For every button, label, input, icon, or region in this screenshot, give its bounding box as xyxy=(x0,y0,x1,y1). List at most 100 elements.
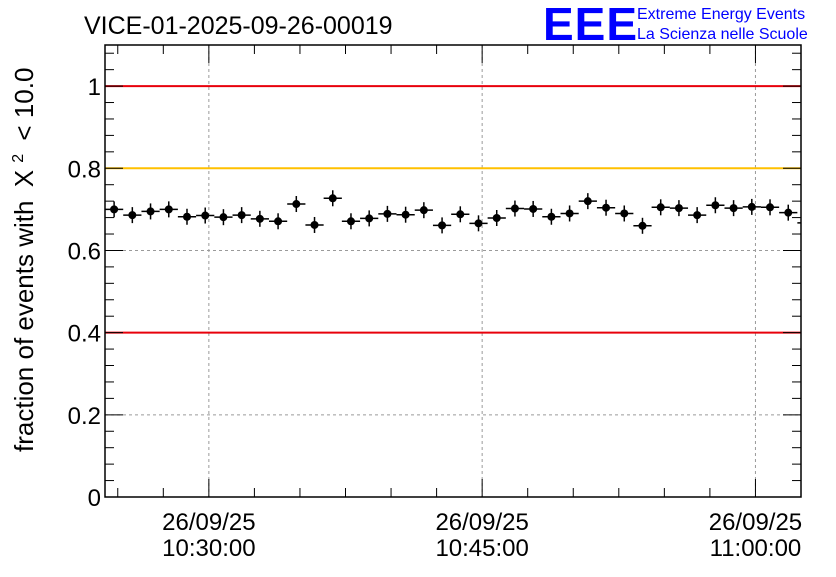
data-point xyxy=(414,202,433,219)
data-point xyxy=(323,190,342,207)
data-point-marker xyxy=(146,207,155,216)
data-point xyxy=(141,203,160,220)
data-point xyxy=(578,193,597,210)
data-point-marker xyxy=(784,208,793,217)
data-point-marker xyxy=(510,204,519,213)
data-point-marker xyxy=(201,211,210,220)
data-point-marker xyxy=(638,221,647,230)
data-point xyxy=(742,198,761,215)
data-point xyxy=(177,208,197,225)
data-point-marker xyxy=(419,206,428,215)
y-axis-label-suffix: < 10.0 xyxy=(9,68,39,141)
data-point xyxy=(305,216,324,233)
data-point xyxy=(542,208,561,225)
data-point-marker xyxy=(401,210,410,219)
data-point xyxy=(760,199,780,216)
y-axis-label-symbol: X xyxy=(9,170,39,187)
data-point-marker xyxy=(456,210,465,219)
data-point-marker xyxy=(328,194,337,203)
data-point xyxy=(651,199,670,216)
y-axis-label: fraction of events with X 2 < 10.0 xyxy=(0,68,39,452)
x-tick-label-0: 10:30:00 xyxy=(162,535,255,562)
x-tick-date-1: 26/09/25 xyxy=(435,509,528,536)
data-point xyxy=(432,217,452,234)
y-tick-label-5: 1 xyxy=(88,74,101,101)
x-tick-label-1: 10:45:00 xyxy=(435,535,528,562)
eee-logo: EEE Extreme Energy Events La Scienza nel… xyxy=(543,0,808,50)
data-point xyxy=(596,199,616,216)
chart-title: VICE-01-2025-09-26-00019 xyxy=(84,12,393,40)
data-point-marker xyxy=(365,214,374,223)
data-point xyxy=(724,200,743,217)
data-point xyxy=(396,206,415,223)
data-point-marker xyxy=(747,202,756,211)
y-axis-label-prefix: fraction of events with xyxy=(9,201,39,452)
data-point xyxy=(196,207,215,224)
data-point-marker xyxy=(674,204,683,213)
data-point xyxy=(451,206,470,223)
data-point-marker xyxy=(182,212,191,221)
data-point-marker xyxy=(620,209,629,218)
data-point-marker xyxy=(438,221,447,230)
data-point-marker xyxy=(164,205,173,214)
y-axis-label-sup: 2 xyxy=(10,154,27,163)
data-point xyxy=(341,213,361,230)
data-point xyxy=(268,213,288,230)
data-point xyxy=(214,209,233,226)
eee-logo-mark: EEE xyxy=(543,0,638,50)
eee-logo-line1: Extreme Energy Events xyxy=(637,6,805,23)
data-point-marker xyxy=(128,211,137,220)
data-point xyxy=(524,200,543,217)
data-point-marker xyxy=(292,200,301,209)
data-point xyxy=(779,204,798,221)
data-point-marker xyxy=(274,217,283,226)
data-point-marker xyxy=(711,201,720,210)
y-tick-label-1: 0.2 xyxy=(68,403,101,430)
data-point-marker xyxy=(492,213,501,222)
data-point xyxy=(560,205,579,222)
data-point xyxy=(487,209,506,226)
data-point xyxy=(250,210,269,227)
plot-frame xyxy=(104,44,802,498)
data-point-marker xyxy=(529,204,538,213)
x-tick-label-2: 11:00:00 xyxy=(710,535,802,562)
y-tick-label-2: 0.4 xyxy=(68,321,101,348)
data-point-marker xyxy=(565,209,574,218)
data-point-marker xyxy=(729,204,738,213)
data-point-marker xyxy=(383,209,392,218)
eee-logo-line2: La Scienza nelle Scuole xyxy=(637,26,808,43)
data-point xyxy=(669,200,689,217)
data-point xyxy=(123,207,142,224)
data-point-marker xyxy=(237,211,246,220)
data-point-marker xyxy=(474,219,483,228)
data-point-marker xyxy=(656,203,665,212)
data-point xyxy=(615,205,634,222)
data-point xyxy=(706,197,725,214)
data-point xyxy=(633,217,652,234)
data-point xyxy=(797,222,801,224)
data-points xyxy=(105,190,801,234)
data-point-marker xyxy=(693,211,702,220)
data-point-marker xyxy=(547,212,556,221)
data-point-marker xyxy=(346,217,355,226)
data-point xyxy=(105,201,124,218)
x-tick-date-2: 26/09/25 xyxy=(709,509,802,536)
data-point-marker xyxy=(766,203,775,212)
x-tick-date-0: 26/09/25 xyxy=(162,509,255,536)
data-point-marker xyxy=(310,220,319,229)
data-point-marker xyxy=(219,213,228,222)
data-point xyxy=(287,196,306,213)
data-point xyxy=(469,215,488,232)
data-point xyxy=(159,201,178,218)
data-point xyxy=(688,207,707,224)
y-tick-label-0: 0 xyxy=(88,485,101,512)
plot-area: 00.20.40.60.8126/09/2510:30:0026/09/2510… xyxy=(68,44,802,562)
data-point-marker xyxy=(255,214,264,223)
data-point-marker xyxy=(602,203,611,212)
data-point-marker xyxy=(110,205,119,214)
data-point xyxy=(232,207,251,224)
data-point xyxy=(505,200,525,217)
y-tick-label-3: 0.6 xyxy=(68,238,101,265)
